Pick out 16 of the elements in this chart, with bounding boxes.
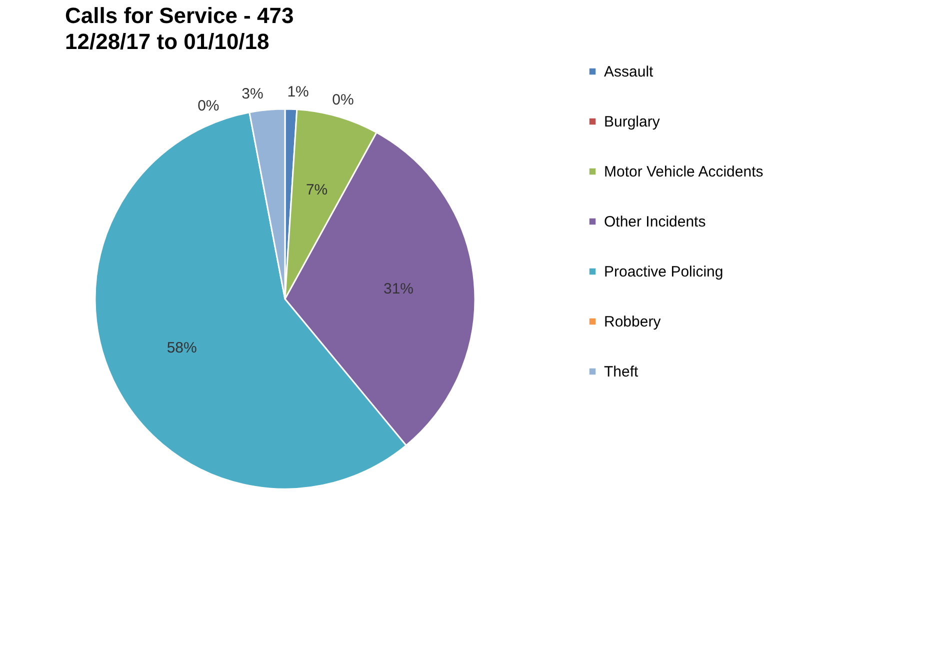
legend-label: Theft — [604, 364, 640, 380]
data-label: 1% — [287, 83, 309, 100]
data-label: 7% — [306, 182, 328, 199]
chart-title: Calls for Service - 473 — [65, 3, 294, 28]
legend-label: Assault — [604, 64, 654, 80]
text: 0% — [198, 98, 220, 115]
legend-label: Other Incidents — [604, 214, 706, 230]
legend-label: Motor Vehicle Accidents — [604, 164, 764, 180]
text: 0% — [332, 91, 354, 108]
legend-label: Robbery — [604, 314, 662, 330]
legend-label: Proactive Policing — [604, 264, 724, 280]
data-label: 58% — [166, 340, 197, 357]
legend-label: Burglary — [604, 114, 660, 130]
data-label: 31% — [383, 280, 414, 298]
data-label: 3% — [242, 86, 264, 103]
chart-subtitle: 12/28/17 to 01/10/18 — [65, 29, 270, 54]
